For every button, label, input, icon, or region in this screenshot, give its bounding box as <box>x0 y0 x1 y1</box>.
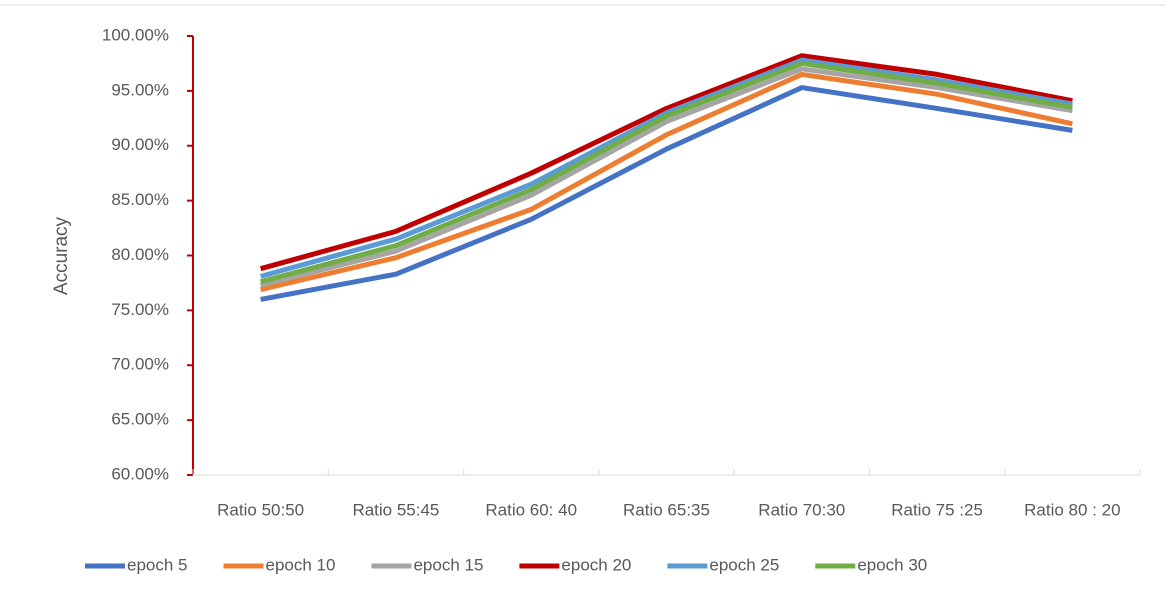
x-tick-label: Ratio 65:35 <box>623 500 710 519</box>
legend-label: epoch 25 <box>709 555 779 574</box>
y-tick-label: 95.00% <box>111 80 169 99</box>
legend-label: epoch 10 <box>266 555 336 574</box>
y-axis-label: Accuracy <box>51 216 72 295</box>
x-tick-label: Ratio 70:30 <box>758 500 845 519</box>
x-tick-label: Ratio 55:45 <box>352 500 439 519</box>
x-tick-label: Ratio 80 : 20 <box>1024 500 1120 519</box>
data-line <box>260 85 1073 302</box>
x-tick-label: Ratio 50:50 <box>217 500 304 519</box>
y-tick-label: 100.00% <box>102 25 169 44</box>
y-tick-label: 70.00% <box>111 355 169 374</box>
y-tick-label: 60.00% <box>111 464 169 483</box>
y-tick-label: 85.00% <box>111 190 169 209</box>
data-line <box>259 53 1073 272</box>
legend-label: epoch 30 <box>857 555 927 574</box>
y-tick-label: 90.00% <box>111 135 169 154</box>
legend-label: epoch 15 <box>413 555 483 574</box>
x-tick-label: Ratio 60: 40 <box>485 500 577 519</box>
y-tick-label: 65.00% <box>111 410 169 429</box>
data-line <box>259 60 1073 285</box>
data-line <box>259 57 1073 279</box>
y-tick-label: 80.00% <box>111 245 169 264</box>
legend-label: epoch 20 <box>561 555 631 574</box>
data-line <box>260 71 1073 292</box>
legend-label: epoch 5 <box>127 555 188 574</box>
data-line <box>260 66 1073 288</box>
y-tick-label: 75.00% <box>111 300 169 319</box>
x-tick-label: Ratio 75 :25 <box>891 500 983 519</box>
